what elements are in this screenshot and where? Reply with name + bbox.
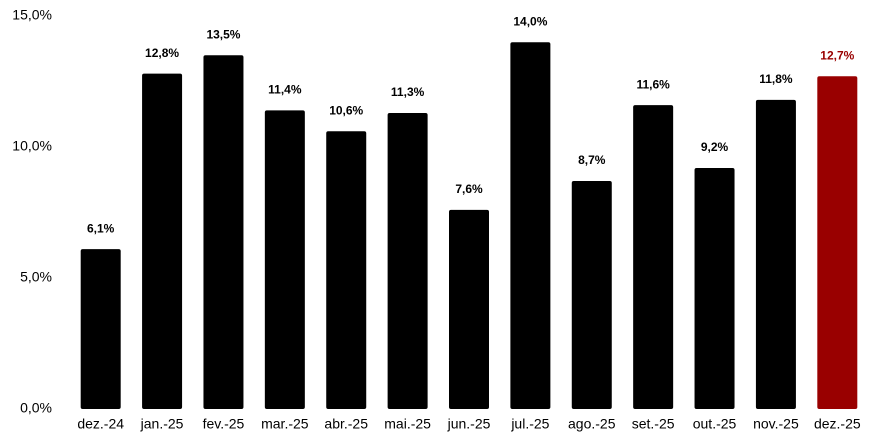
bar — [817, 76, 858, 409]
bar — [633, 105, 674, 409]
x-tick-label: nov.-25 — [753, 416, 799, 432]
value-label: 6,1% — [87, 221, 115, 235]
x-tick-label: abr.-25 — [324, 416, 368, 432]
value-label: 12,7% — [820, 48, 854, 62]
x-tick-label: dez.-24 — [77, 416, 124, 432]
value-label: 11,3% — [391, 85, 425, 99]
bar — [264, 110, 305, 409]
x-tick-label: ago.-25 — [568, 416, 616, 432]
x-tick-label: mai.-25 — [384, 416, 431, 432]
x-tick-label: jun.-25 — [447, 416, 491, 432]
value-label: 11,6% — [636, 77, 670, 91]
y-tick-label: 0,0% — [20, 400, 52, 416]
bar — [80, 249, 121, 409]
bar — [326, 131, 367, 409]
y-tick-label: 10,0% — [12, 138, 52, 154]
value-label: 14,0% — [513, 14, 547, 28]
x-tick-label: dez.-25 — [814, 416, 861, 432]
bar — [755, 99, 796, 409]
bar — [510, 42, 551, 409]
value-label: 8,7% — [578, 153, 606, 167]
value-label: 10,6% — [329, 103, 363, 117]
value-label: 7,6% — [455, 182, 483, 196]
bar — [142, 73, 183, 409]
x-tick-label: out.-25 — [693, 416, 737, 432]
y-tick-label: 15,0% — [12, 7, 52, 23]
value-label: 12,8% — [145, 46, 179, 60]
value-label: 9,2% — [701, 140, 729, 154]
value-label: 11,4% — [268, 82, 302, 96]
bar — [387, 112, 428, 409]
y-tick-label: 5,0% — [20, 269, 52, 285]
x-tick-label: set.-25 — [632, 416, 675, 432]
x-tick-label: jan.-25 — [140, 416, 184, 432]
value-label: 11,8% — [759, 72, 793, 86]
value-label: 13,5% — [206, 27, 240, 41]
x-tick-label: jul.-25 — [510, 416, 549, 432]
bar — [571, 181, 612, 409]
x-tick-label: fev.-25 — [203, 416, 245, 432]
x-tick-label: mar.-25 — [261, 416, 309, 432]
bar — [203, 55, 244, 410]
bar — [694, 167, 735, 409]
bar — [449, 209, 489, 409]
